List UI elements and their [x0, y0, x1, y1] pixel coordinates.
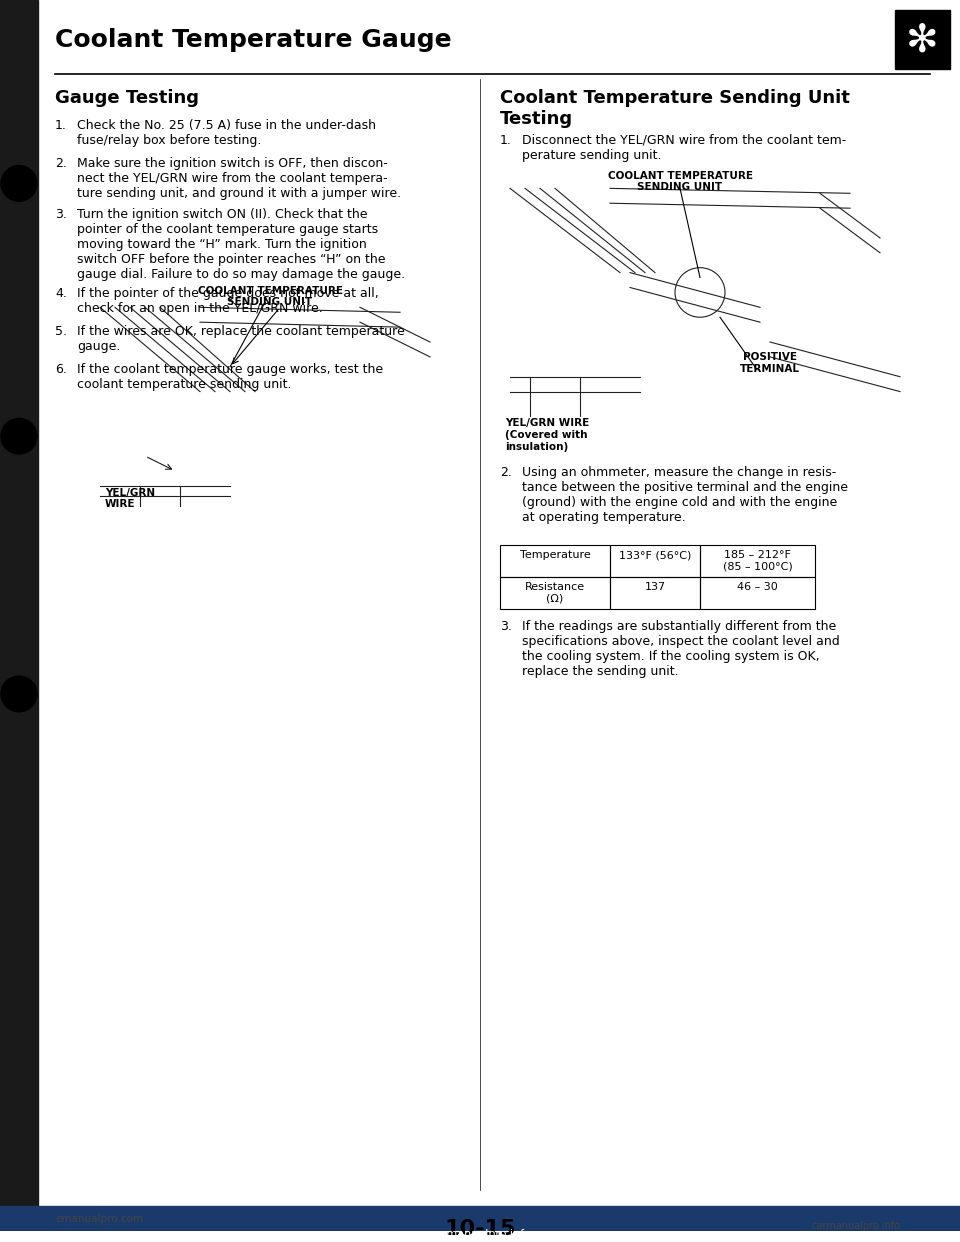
- Text: POSITIVE
TERMINAL: POSITIVE TERMINAL: [740, 351, 800, 374]
- Text: Check the No. 25 (7.5 A) fuse in the under-dash
fuse/relay box before testing.: Check the No. 25 (7.5 A) fuse in the und…: [77, 119, 376, 147]
- Text: Turn the ignition switch ON (II). Check that the
pointer of the coolant temperat: Turn the ignition switch ON (II). Check …: [77, 209, 405, 281]
- Text: 6.: 6.: [55, 363, 67, 376]
- Text: If the wires are OK, replace the coolant temperature
gauge.: If the wires are OK, replace the coolant…: [77, 325, 405, 353]
- Text: Temperature: Temperature: [519, 550, 590, 560]
- Text: 133°F (56°C): 133°F (56°C): [619, 550, 691, 560]
- Text: Resistance
(Ω): Resistance (Ω): [525, 582, 585, 604]
- Bar: [500, 545, 610, 578]
- Text: carmanualpro.info: carmanualpro.info: [811, 1221, 900, 1231]
- Text: If the pointer of the gauge does not move at all,
check for an open in the YEL/G: If the pointer of the gauge does not mov…: [77, 287, 379, 315]
- Text: 3.: 3.: [55, 209, 67, 221]
- Text: 1.: 1.: [55, 119, 67, 132]
- Text: 137: 137: [644, 582, 665, 592]
- Bar: [0, 0, 38, 1231]
- Text: carmanualpro.info: carmanualpro.info: [429, 1230, 531, 1240]
- Text: emanualpro.com: emanualpro.com: [55, 1215, 143, 1225]
- Text: If the coolant temperature gauge works, test the
coolant temperature sending uni: If the coolant temperature gauge works, …: [77, 363, 383, 391]
- Circle shape: [1, 419, 37, 455]
- Text: 2.: 2.: [500, 466, 512, 479]
- Bar: [610, 578, 700, 609]
- Bar: [700, 545, 815, 578]
- Text: Coolant Temperature Gauge: Coolant Temperature Gauge: [55, 27, 451, 52]
- Text: ✻: ✻: [905, 22, 938, 60]
- Bar: [700, 578, 815, 609]
- Text: 3.: 3.: [500, 620, 512, 632]
- Text: 2.: 2.: [55, 156, 67, 170]
- Text: 46 – 30: 46 – 30: [737, 582, 778, 592]
- Bar: [0, 1206, 960, 1231]
- Bar: [895, 10, 950, 70]
- Bar: [80, 287, 440, 515]
- Bar: [500, 578, 610, 609]
- Text: 5.: 5.: [55, 325, 67, 338]
- Text: Disconnect the YEL/GRN wire from the coolant tem-
perature sending unit.: Disconnect the YEL/GRN wire from the coo…: [522, 134, 847, 161]
- Text: COOLANT TEMPERATURE
SENDING UNIT: COOLANT TEMPERATURE SENDING UNIT: [608, 170, 753, 193]
- Text: Gauge Testing: Gauge Testing: [55, 89, 199, 107]
- Text: If the readings are substantially different from the
specifications above, inspe: If the readings are substantially differ…: [522, 620, 840, 678]
- Text: 1.: 1.: [500, 134, 512, 147]
- Bar: [610, 545, 700, 578]
- Text: Coolant Temperature Sending Unit
Testing: Coolant Temperature Sending Unit Testing: [500, 89, 850, 128]
- Circle shape: [1, 676, 37, 712]
- Text: Using an ohmmeter, measure the change in resis-
tance between the positive termi: Using an ohmmeter, measure the change in…: [522, 466, 848, 524]
- Text: COOLANT TEMPERATURE
SENDING UNIT: COOLANT TEMPERATURE SENDING UNIT: [198, 286, 343, 307]
- Text: 185 – 212°F
(85 – 100°C): 185 – 212°F (85 – 100°C): [723, 550, 792, 571]
- Text: Make sure the ignition switch is OFF, then discon-
nect the YEL/GRN wire from th: Make sure the ignition switch is OFF, th…: [77, 156, 401, 200]
- Text: YEL/GRN WIRE
(Covered with
insulation): YEL/GRN WIRE (Covered with insulation): [505, 419, 589, 452]
- Text: 4.: 4.: [55, 287, 67, 301]
- Text: 10-15: 10-15: [444, 1220, 516, 1240]
- Text: YEL/GRN
WIRE: YEL/GRN WIRE: [105, 488, 156, 509]
- Circle shape: [1, 165, 37, 201]
